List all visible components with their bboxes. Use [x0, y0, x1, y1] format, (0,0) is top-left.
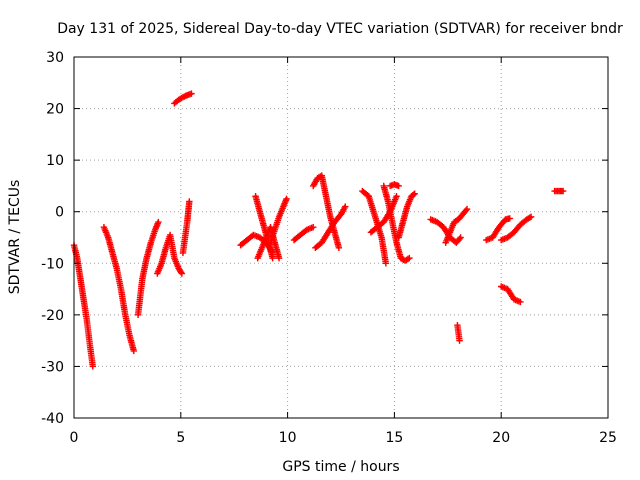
axis-ticks: [73, 56, 609, 419]
x-tick-label: 0: [70, 430, 79, 446]
data-point: [410, 191, 417, 198]
data-point: [382, 260, 390, 267]
data-point: [506, 215, 513, 222]
y-tick-label: -10: [41, 256, 64, 272]
x-tick-label: 25: [599, 430, 617, 446]
y-tick-label: -30: [41, 359, 64, 375]
data-point: [457, 234, 464, 241]
data-point: [89, 363, 96, 370]
data-point: [527, 213, 535, 221]
data-point: [411, 190, 418, 197]
data-point: [393, 193, 400, 200]
data-point: [269, 254, 276, 262]
data-point: [526, 214, 533, 221]
data-point: [310, 223, 317, 231]
x-tick-label: 5: [176, 430, 185, 446]
y-tick-label: -20: [41, 308, 64, 324]
data-point: [186, 198, 193, 205]
data-point: [404, 255, 412, 263]
data-point: [177, 269, 185, 276]
y-axis-label: SDTVAR / TECUs: [7, 180, 23, 295]
data-point: [406, 254, 413, 262]
x-tick-label: 10: [279, 430, 297, 446]
data-point: [130, 347, 138, 355]
y-tick-labels: -40 -30 -20 -10 0 10 20 30: [41, 50, 64, 427]
data-point: [178, 270, 186, 277]
y-tick-label: 30: [46, 50, 64, 66]
data-point: [155, 218, 162, 226]
data-point: [462, 207, 470, 214]
data-point: [342, 203, 349, 210]
y-tick-label: 20: [46, 102, 64, 118]
data-point: [559, 187, 567, 195]
y-tick-label: 10: [46, 153, 64, 169]
x-axis-label: GPS time / hours: [282, 459, 399, 475]
x-tick-label: 20: [492, 430, 510, 446]
data-point: [188, 90, 195, 97]
x-tick-labels: 0 5 10 15 20 25: [70, 430, 617, 446]
data-point: [456, 337, 463, 344]
data-point: [335, 244, 343, 252]
x-tick-label: 15: [385, 430, 403, 446]
data-points: [70, 90, 567, 370]
data-point: [456, 235, 463, 242]
data-point: [395, 182, 402, 190]
data-point: [283, 195, 290, 203]
y-tick-label: -40: [41, 411, 64, 427]
data-point: [517, 298, 524, 306]
chart-title: Day 131 of 2025, Sidereal Day-to-day VTE…: [57, 21, 623, 37]
plot-frame: [73, 56, 609, 419]
data-point: [275, 254, 283, 262]
data-point: [463, 205, 471, 213]
y-tick-label: 0: [55, 205, 64, 221]
